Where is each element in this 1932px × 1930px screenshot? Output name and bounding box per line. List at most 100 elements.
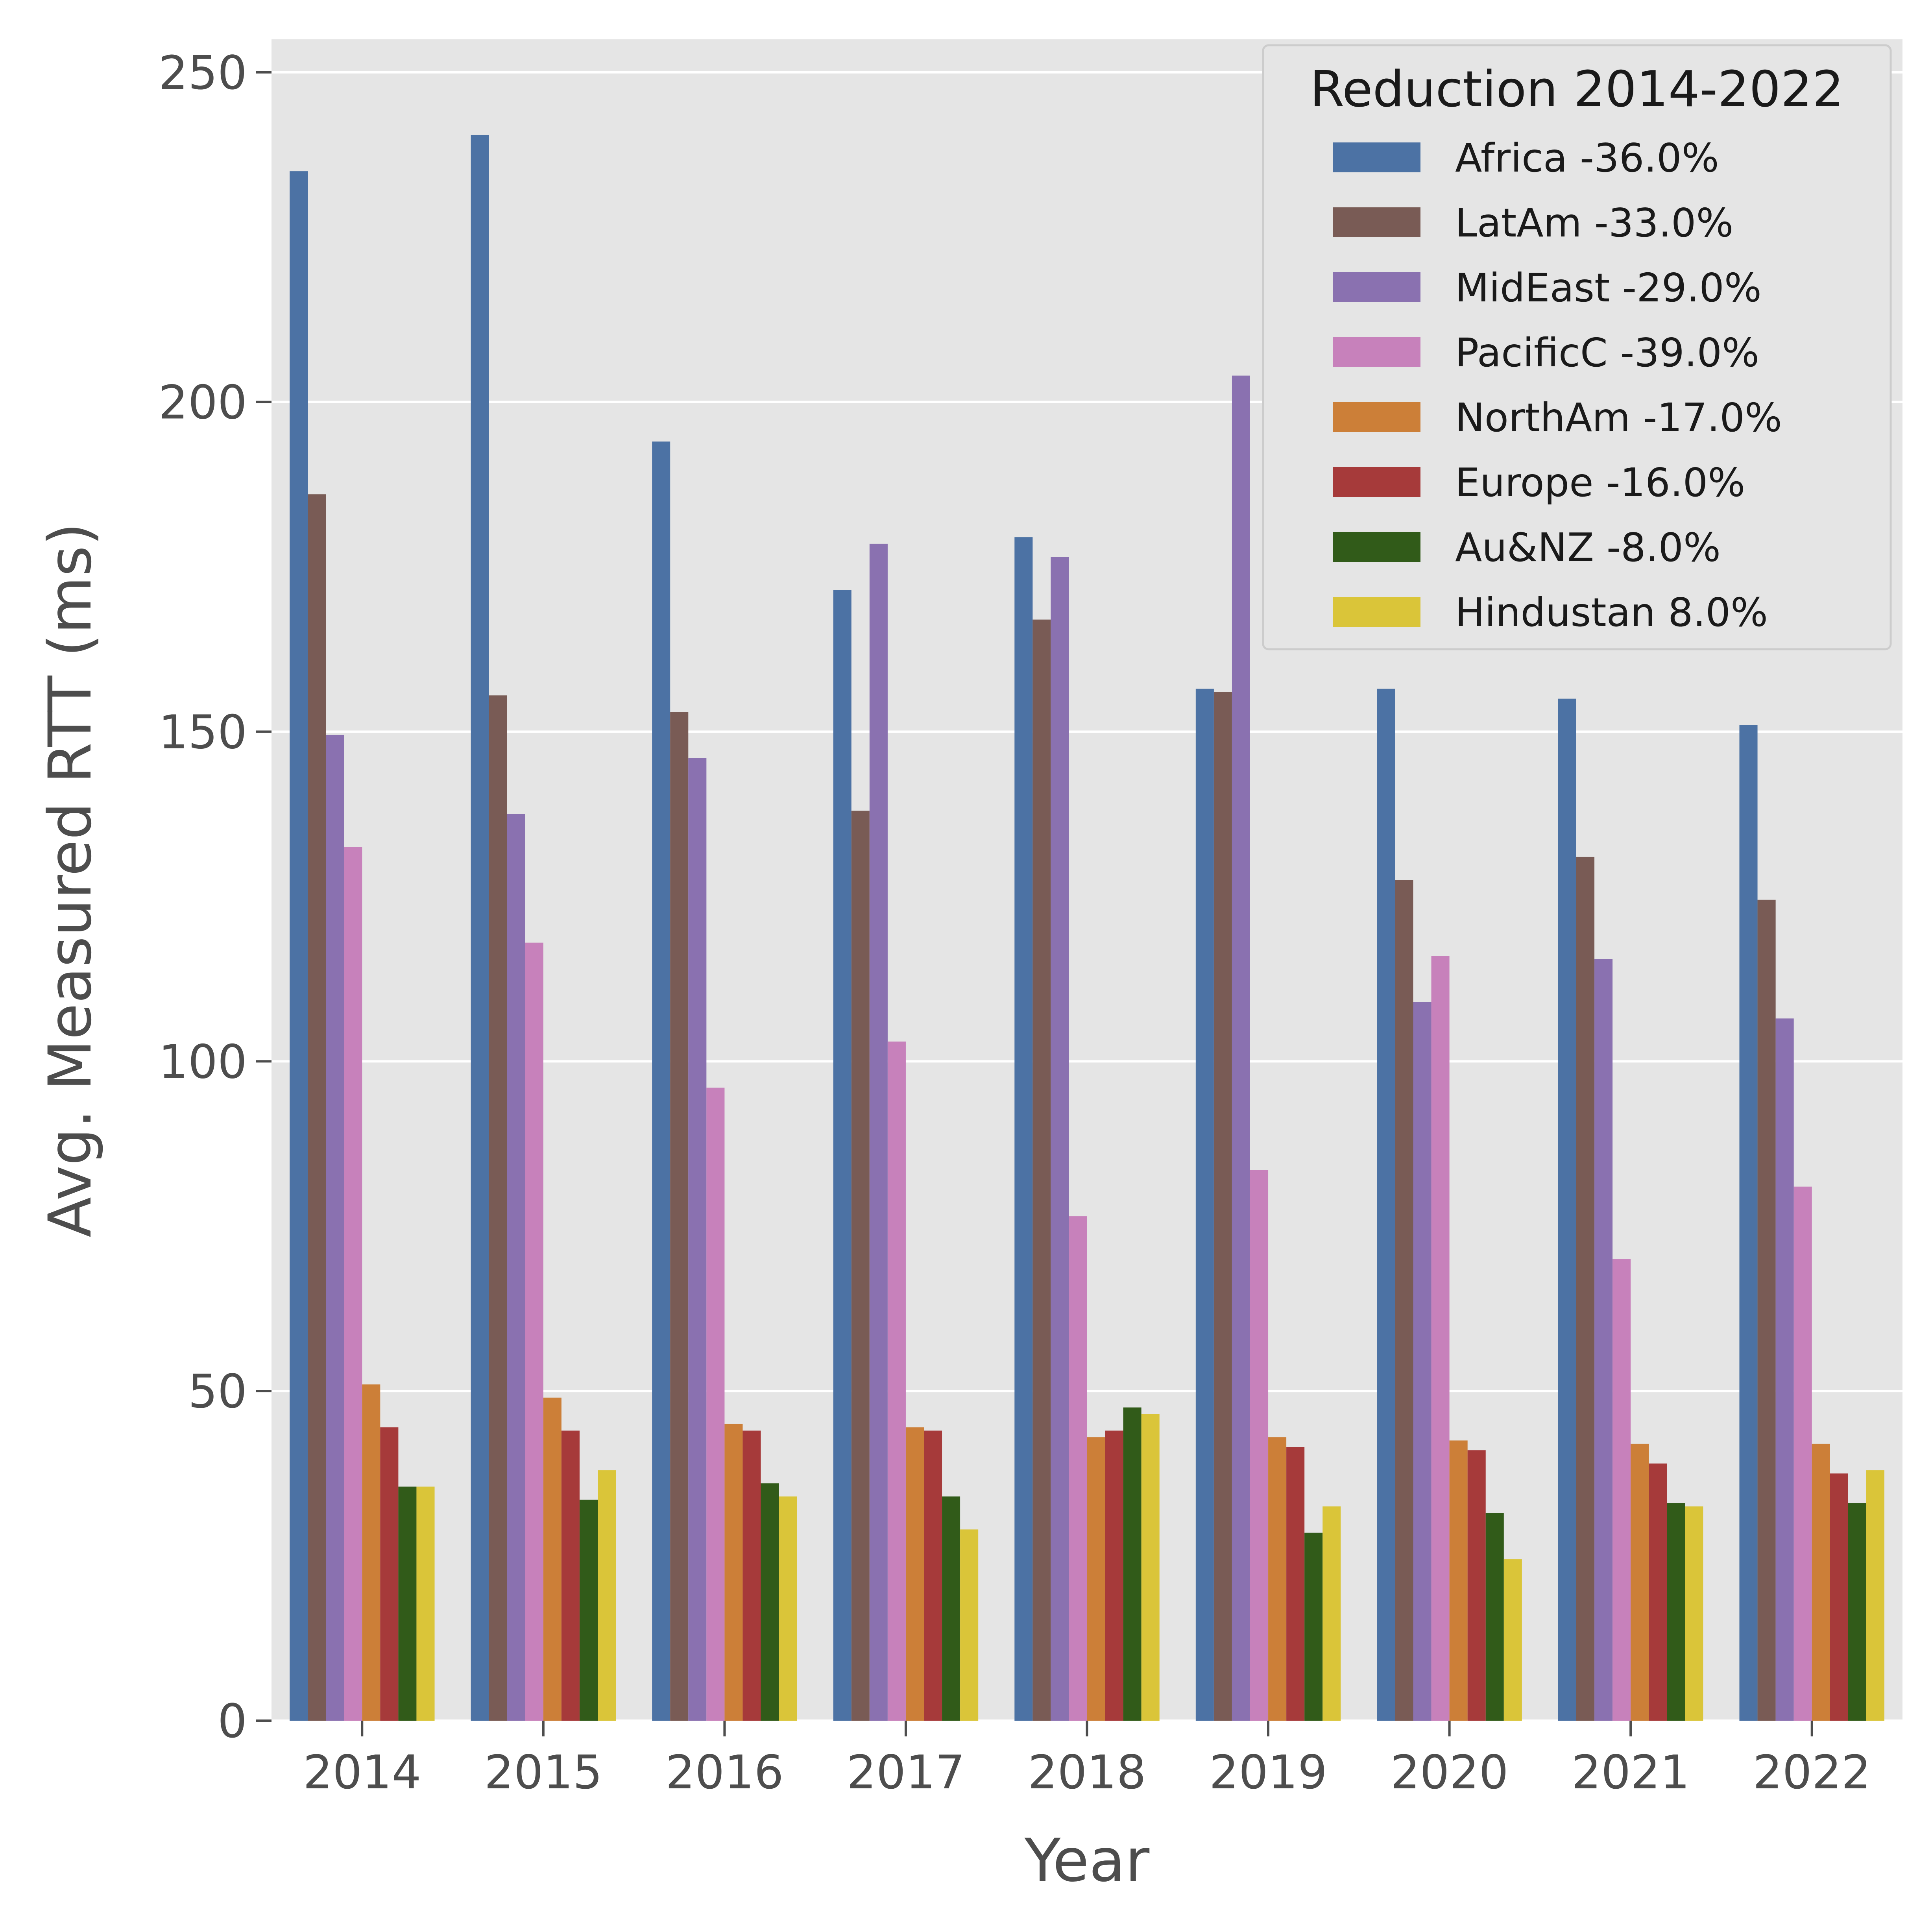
bar (1087, 1437, 1105, 1721)
bar (724, 1424, 743, 1721)
bar (1232, 375, 1250, 1721)
legend-swatch (1333, 207, 1420, 237)
bar (308, 494, 326, 1721)
bar (1286, 1447, 1305, 1721)
bar (670, 712, 689, 1721)
bar (1485, 1513, 1504, 1721)
bar (779, 1496, 797, 1721)
bar (1032, 619, 1051, 1721)
bar (924, 1430, 942, 1721)
bar (579, 1500, 598, 1721)
bar (1612, 1259, 1631, 1721)
legend-swatch (1333, 337, 1420, 367)
bar (1757, 899, 1776, 1721)
bar (833, 590, 851, 1721)
bar (1503, 1559, 1522, 1721)
bar (1268, 1437, 1287, 1721)
bar (362, 1384, 380, 1721)
x-tick-label: 2016 (665, 1745, 783, 1799)
bar (1594, 959, 1613, 1721)
bar (1775, 1018, 1794, 1721)
bar (1812, 1444, 1830, 1721)
bar (1051, 557, 1069, 1721)
x-tick-label: 2021 (1572, 1745, 1690, 1799)
bar (1105, 1430, 1123, 1721)
legend-entry: PacificC -39.0% (1455, 330, 1759, 376)
bar (525, 942, 543, 1721)
y-axis: 0 50 100 150 200 250 (159, 46, 272, 1748)
x-tick-label: 2017 (847, 1745, 965, 1799)
bar (1014, 537, 1033, 1721)
bar (1195, 689, 1214, 1721)
legend: Reduction 2014-2022 Africa -36.0% LatAm -… (1262, 44, 1892, 650)
legend-swatch (1333, 597, 1420, 627)
legend-entry: Africa -36.0% (1455, 135, 1719, 181)
bar (1576, 857, 1595, 1721)
bar (1739, 725, 1758, 1721)
y-axis-label: Avg. Measured RTT (ms) (36, 523, 105, 1237)
legend-swatch (1333, 402, 1420, 432)
bar (1848, 1503, 1866, 1721)
bar (869, 543, 888, 1721)
bar (652, 441, 670, 1721)
bar (1214, 692, 1232, 1721)
legend-swatch (1333, 467, 1420, 497)
bar (851, 811, 870, 1721)
bar (1322, 1506, 1341, 1721)
bar (942, 1496, 960, 1721)
bar (1431, 956, 1450, 1721)
bar (543, 1397, 561, 1721)
bar (561, 1430, 580, 1721)
bar (761, 1483, 779, 1721)
bar (598, 1470, 616, 1721)
legend-entry: Hindustan 8.0% (1455, 589, 1768, 635)
legend-box (1262, 44, 1892, 650)
bar (1649, 1463, 1667, 1721)
y-tick-label: 0 (218, 1694, 247, 1748)
bar (416, 1487, 435, 1721)
legend-entry: NorthAm -17.0% (1455, 395, 1782, 441)
legend-items: Africa -36.0% LatAm -33.0% MidEast -29.0% P… (1333, 135, 1782, 635)
bar (1069, 1216, 1087, 1721)
y-tick-label: 150 (159, 705, 247, 759)
bar (1467, 1450, 1486, 1721)
bar (326, 735, 344, 1721)
bar (1667, 1503, 1685, 1721)
bar (380, 1427, 399, 1721)
bar (905, 1427, 924, 1721)
y-tick-label: 100 (159, 1034, 247, 1089)
bar (1304, 1533, 1323, 1721)
legend-entry: Europe -16.0% (1455, 460, 1745, 506)
bar (887, 1042, 906, 1721)
bar (1793, 1186, 1812, 1721)
x-axis-label: Year (1024, 1827, 1150, 1895)
bar (960, 1529, 979, 1721)
bar (743, 1430, 761, 1721)
bars (290, 135, 1884, 1721)
bar (1250, 1170, 1269, 1721)
x-tick-label: 2014 (303, 1745, 421, 1799)
bar (290, 171, 308, 1721)
bar (1631, 1444, 1649, 1721)
x-tick-label: 2015 (484, 1745, 602, 1799)
bar (1830, 1473, 1848, 1721)
bar (1413, 1002, 1431, 1721)
legend-swatch (1333, 532, 1420, 562)
bar (1123, 1407, 1141, 1721)
x-axis: 2014 2015 2016 2017 2018 2019 2020 2021 2022 (303, 1721, 1871, 1799)
x-tick-label: 2022 (1753, 1745, 1871, 1799)
bar (344, 847, 362, 1721)
legend-entry: LatAm -33.0% (1455, 200, 1734, 246)
y-tick-label: 50 (188, 1364, 247, 1418)
x-tick-label: 2019 (1209, 1745, 1327, 1799)
bar (1558, 698, 1576, 1721)
bar (1141, 1414, 1160, 1721)
bar (471, 135, 489, 1721)
legend-entry: MidEast -29.0% (1455, 265, 1762, 311)
bar (1395, 880, 1413, 1721)
x-tick-label: 2018 (1028, 1745, 1146, 1799)
bar (398, 1487, 417, 1721)
bar (1866, 1470, 1884, 1721)
bar (489, 695, 507, 1721)
